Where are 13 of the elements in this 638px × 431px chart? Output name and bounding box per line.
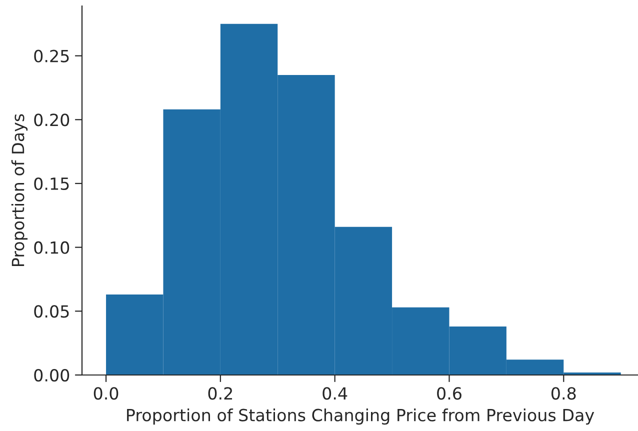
x-tick-label: 0.8 <box>551 387 576 400</box>
y-tick-label: 0.05 <box>34 305 69 318</box>
y-tick-label: 0.10 <box>34 241 70 254</box>
y-axis-title: Proportion of Days <box>11 114 28 266</box>
y-tick-label: 0.15 <box>34 177 69 190</box>
x-tick-label: 0.0 <box>94 387 118 400</box>
y-tick-label: 0.20 <box>34 114 70 126</box>
x-tick-label: 0.4 <box>322 387 348 400</box>
x-tick-label: 0.2 <box>208 387 232 400</box>
x-axis-title: Proportion of Stations Changing Price from Previous Day <box>127 408 594 425</box>
y-tick-label: 0.25 <box>34 50 69 62</box>
x-tick-label: 0.6 <box>437 387 462 400</box>
y-tick-label: 0.00 <box>34 368 70 382</box>
